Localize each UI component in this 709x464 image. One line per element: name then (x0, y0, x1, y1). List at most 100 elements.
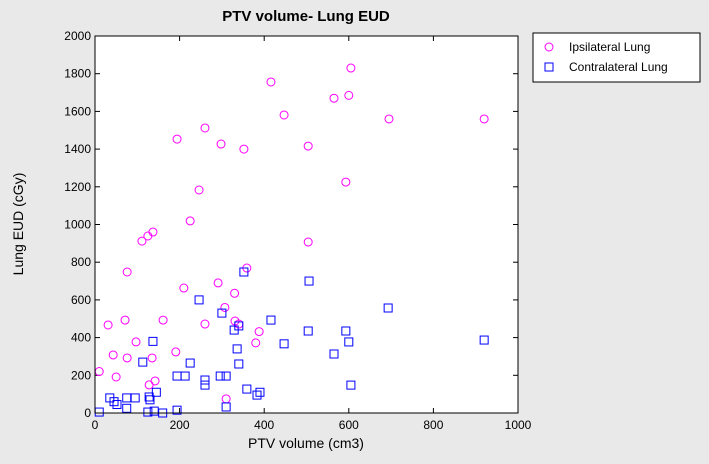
point (185, 358, 195, 368)
point (255, 387, 265, 397)
point (143, 407, 153, 417)
point (234, 321, 244, 331)
point (185, 216, 195, 226)
y-tick-label: 200 (71, 368, 91, 382)
point (217, 308, 227, 318)
point (131, 337, 141, 347)
y-tick-label: 0 (84, 406, 91, 420)
y-tick-label: 1200 (64, 180, 91, 194)
point (230, 288, 240, 298)
point (279, 339, 289, 349)
x-tick-label: 0 (92, 418, 99, 432)
point (252, 390, 262, 400)
point (151, 387, 161, 397)
y-tick-label: 1800 (64, 67, 91, 81)
legend-marker (544, 42, 554, 52)
point (303, 237, 313, 247)
point (172, 405, 182, 415)
point (303, 141, 313, 151)
point (122, 403, 132, 413)
point (200, 375, 210, 385)
axes-box (94, 35, 519, 414)
point (279, 110, 289, 120)
point (144, 392, 154, 402)
plot-area (95, 36, 518, 413)
y-tick-label: 1400 (64, 142, 91, 156)
point (147, 353, 157, 363)
y-tick-label: 1600 (64, 104, 91, 118)
point (213, 278, 223, 288)
point (220, 302, 230, 312)
point (341, 326, 351, 336)
point (232, 344, 242, 354)
x-axis-label: PTV volume (cm3) (248, 435, 364, 451)
y-tick-label: 1000 (64, 218, 91, 232)
point (239, 144, 249, 154)
y-tick-label: 400 (71, 331, 91, 345)
point (111, 372, 121, 382)
point (109, 397, 119, 407)
point (384, 114, 394, 124)
legend-box (532, 32, 701, 83)
point (148, 227, 158, 237)
point (344, 337, 354, 347)
x-tick-label: 600 (339, 418, 359, 432)
point (266, 77, 276, 87)
point (194, 295, 204, 305)
point (383, 303, 393, 313)
point (215, 371, 225, 381)
x-tick-label: 1000 (505, 418, 532, 432)
point (112, 400, 122, 410)
point (329, 93, 339, 103)
point (180, 371, 190, 381)
point (120, 315, 130, 325)
point (303, 326, 313, 336)
x-tick-label: 800 (423, 418, 443, 432)
point (138, 357, 148, 367)
point (479, 335, 489, 345)
legend-label: Contralateral Lung (569, 60, 668, 74)
point (150, 376, 160, 386)
chart-title: PTV volume- Lung EUD (222, 8, 390, 25)
y-tick-label: 2000 (64, 29, 91, 43)
point (137, 236, 147, 246)
point (103, 320, 113, 330)
point (344, 90, 354, 100)
point (221, 371, 231, 381)
point (108, 350, 118, 360)
point (122, 353, 132, 363)
legend-label: Ipsilateral Lung (569, 40, 650, 54)
point (158, 315, 168, 325)
point (346, 63, 356, 73)
point (341, 177, 351, 187)
point (239, 267, 249, 277)
point (194, 185, 204, 195)
point (179, 283, 189, 293)
point (346, 380, 356, 390)
point (254, 327, 264, 337)
point (145, 395, 155, 405)
y-axis-label: Lung EUD (cGy) (10, 173, 26, 276)
y-tick-label: 800 (71, 255, 91, 269)
x-tick-label: 200 (170, 418, 190, 432)
point (479, 114, 489, 124)
point (216, 139, 226, 149)
point (304, 276, 314, 286)
point (329, 349, 339, 359)
point (200, 319, 210, 329)
legend-marker (544, 62, 554, 72)
point (251, 338, 261, 348)
y-tick-label: 600 (71, 293, 91, 307)
point (148, 336, 158, 346)
point (266, 315, 276, 325)
point (130, 393, 140, 403)
point (200, 380, 210, 390)
point (234, 359, 244, 369)
x-tick-label: 400 (254, 418, 274, 432)
point (242, 384, 252, 394)
point (171, 347, 181, 357)
point (172, 134, 182, 144)
point (122, 267, 132, 277)
